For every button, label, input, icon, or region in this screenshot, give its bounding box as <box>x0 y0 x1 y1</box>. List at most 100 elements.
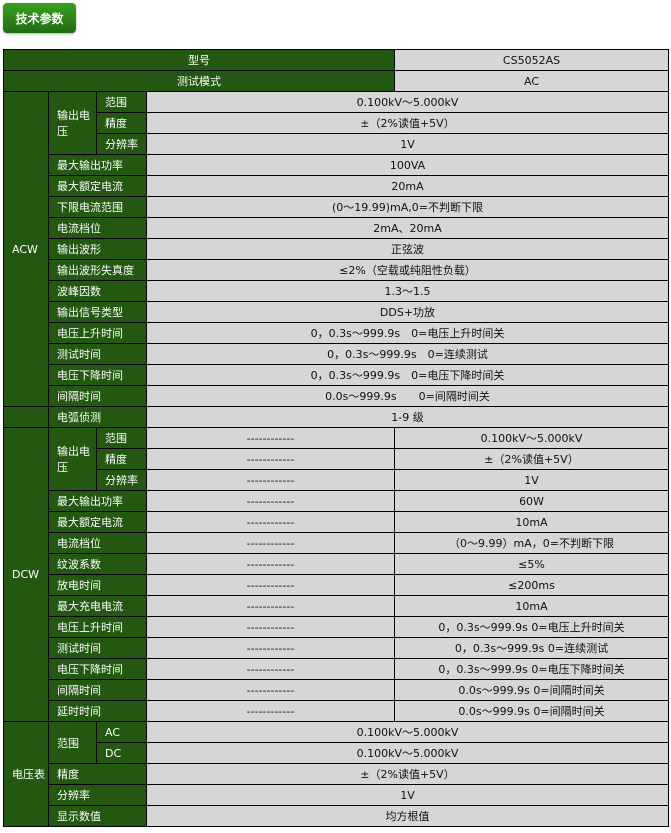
param-label: 分辨率 <box>48 784 147 806</box>
param-value: 0.100kV～5.000kV <box>146 91 669 113</box>
param-label: 精度 <box>48 763 147 785</box>
param-label: 电流档位 <box>48 532 147 554</box>
table-row: 下限电流范围 (0～19.99)mA,0=不判断下限 <box>4 196 669 218</box>
table-row: 电压下降时间 ------------ 0，0.3s～999.9s 0=电压下降时间… <box>4 658 669 680</box>
table-row: 延时时间 ------------ 0.0s～999.9s 0=间隔时间关 <box>4 700 669 722</box>
param-value: ------------ <box>146 469 395 491</box>
param-label: 输出信号类型 <box>48 301 147 323</box>
param-value: ------------ <box>146 595 395 617</box>
table-row: 电流档位 ------------ （0～9.99）mA，0=不判断下限 <box>4 532 669 554</box>
param-label: 纹波系数 <box>48 553 147 575</box>
param-label: AC <box>96 721 147 743</box>
param-label: 范围 <box>96 91 147 113</box>
param-value: 0.0s～999.9s 0=间隔时间关 <box>146 385 669 407</box>
param-value: 1-9 级 <box>146 406 669 428</box>
table-row: 测试时间 0，0.3s～999.9s 0=连续测试 <box>4 343 669 365</box>
param-value: ±（2%读值+5V） <box>146 112 669 134</box>
table-row: 间隔时间 0.0s～999.9s 0=间隔时间关 <box>4 385 669 407</box>
param-value: ------------ <box>146 658 395 680</box>
table-row: 最大充电电流 ------------ 10mA <box>4 595 669 617</box>
param-value: ------------ <box>146 448 395 470</box>
param-label: 波峰因数 <box>48 280 147 302</box>
param-value: 1V <box>146 784 669 806</box>
param-value: ≤2%（空载或纯阻性负载） <box>146 259 669 281</box>
param-label: 测试时间 <box>48 343 147 365</box>
param-value: ------------ <box>146 637 395 659</box>
param-label: 最大输出功率 <box>48 490 147 512</box>
group-label: 输出电压 <box>48 91 97 155</box>
section-label: 电压表 <box>3 721 49 827</box>
table-row: 波峰因数 1.3～1.5 <box>4 280 669 302</box>
param-value: ±（2%读值+5V） <box>146 763 669 785</box>
table-row: 电压上升时间 0，0.3s～999.9s 0=电压上升时间关 <box>4 322 669 344</box>
table-row: 测试时间 ------------ 0，0.3s～999.9s 0=连续测试 <box>4 637 669 659</box>
param-value: ------------ <box>146 553 395 575</box>
table-row: 精度 ±（2%读值+5V） <box>4 112 669 134</box>
param-value: （0～9.99）mA，0=不判断下限 <box>394 532 669 554</box>
section-label: ACW <box>3 91 49 407</box>
table-row: 精度 ------------ ±（2%读值+5V） <box>4 448 669 470</box>
param-value: (0～19.99)mA,0=不判断下限 <box>146 196 669 218</box>
table-row: 纹波系数 ------------ ≤5% <box>4 553 669 575</box>
param-label: 分辨率 <box>96 133 147 155</box>
param-label: 电压下降时间 <box>48 658 147 680</box>
section-label: DCW <box>3 427 49 722</box>
param-value: ------------ <box>146 574 395 596</box>
param-label: 电流档位 <box>48 217 147 239</box>
param-value: 10mA <box>394 511 669 533</box>
section-label <box>3 406 49 428</box>
param-value: ------------ <box>146 511 395 533</box>
table-row: 显示数值 均方根值 <box>4 805 669 827</box>
param-label: 范围 <box>96 427 147 449</box>
param-label: 电压下降时间 <box>48 364 147 386</box>
param-value: DDS+功放 <box>146 301 669 323</box>
group-label: 输出电压 <box>48 427 97 491</box>
table-row: 精度 ±（2%读值+5V） <box>4 763 669 785</box>
param-value: 20mA <box>146 175 669 197</box>
param-label: 输出波形失真度 <box>48 259 147 281</box>
param-label: 测试时间 <box>48 637 147 659</box>
param-value: ------------ <box>146 679 395 701</box>
param-value: 0，0.3s～999.9s 0=连续测试 <box>146 343 669 365</box>
param-value: 60W <box>394 490 669 512</box>
param-label: 显示数值 <box>48 805 147 827</box>
param-value: 1.3～1.5 <box>146 280 669 302</box>
param-value: 0，0.3s～999.9s 0=电压下降时间关 <box>394 658 669 680</box>
table-row: 电压表 范围 AC 0.100kV～5.000kV <box>3 721 669 827</box>
table-row: ACW 输出电压 范围 0.100kV～5.000kV <box>3 91 669 407</box>
param-value: ≤5% <box>394 553 669 575</box>
param-label: 间隔时间 <box>48 385 147 407</box>
param-value: 0，0.3s～999.9s 0=连续测试 <box>394 637 669 659</box>
group-label: 范围 <box>48 721 97 764</box>
param-label: 分辨率 <box>96 469 147 491</box>
param-label: 下限电流范围 <box>48 196 147 218</box>
mode-value: AC <box>394 70 669 92</box>
param-label: 电压上升时间 <box>48 616 147 638</box>
table-row: 最大额定电流 ------------ 10mA <box>4 511 669 533</box>
tech-params-tab[interactable]: 技术参数 <box>3 3 76 33</box>
param-value: 1V <box>146 133 669 155</box>
param-value: 100VA <box>146 154 669 176</box>
param-label: DC <box>96 742 147 764</box>
table-row: 最大额定电流 20mA <box>4 175 669 197</box>
param-value: 0.100kV～5.000kV <box>146 721 669 743</box>
param-label: 电弧侦测 <box>48 406 147 428</box>
table-row: 电压上升时间 ------------ 0，0.3s～999.9s 0=电压上升时间… <box>4 616 669 638</box>
param-value: 0，0.3s～999.9s 0=电压上升时间关 <box>146 322 669 344</box>
param-value: 0，0.3s～999.9s 0=电压上升时间关 <box>394 616 669 638</box>
param-value: ------------ <box>146 700 395 722</box>
model-name: CS5052AS <box>394 49 669 71</box>
param-value: ------------ <box>146 616 395 638</box>
header-row: 型号CS5052ASCS5053AS <box>3 49 669 71</box>
param-label: 输出波形 <box>48 238 147 260</box>
table-row: 放电时间 ------------ ≤200ms <box>4 574 669 596</box>
table-row: 分辨率 1V <box>4 133 669 155</box>
table-row: 输出信号类型 DDS+功放 <box>4 301 669 323</box>
param-value: ------------ <box>146 532 395 554</box>
table-row: 电压下降时间 0，0.3s～999.9s 0=电压下降时间关 <box>4 364 669 386</box>
table-row: 间隔时间 ------------ 0.0s～999.9s 0=间隔时间关 <box>4 679 669 701</box>
model-label: 型号 <box>3 49 395 71</box>
param-label: 最大额定电流 <box>48 511 147 533</box>
param-value: ≤200ms <box>394 574 669 596</box>
param-value: 0.100kV～5.000kV <box>394 427 669 449</box>
